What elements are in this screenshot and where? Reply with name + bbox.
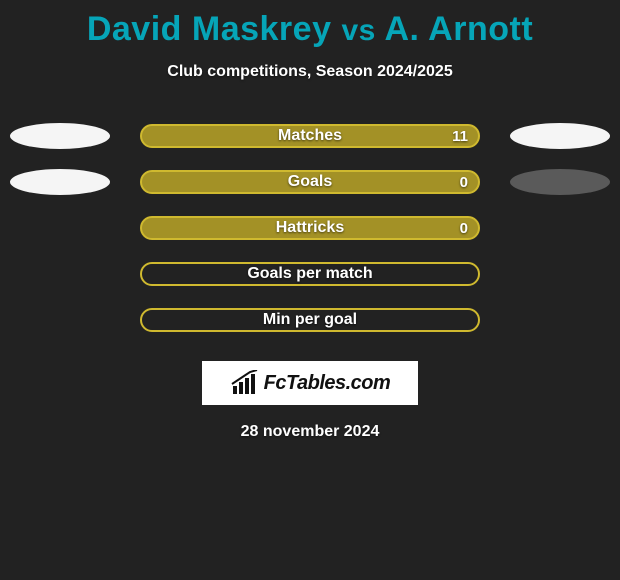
stat-bar: Hattricks 0 [140,216,480,240]
stat-value: 0 [460,174,468,191]
stat-label: Matches [278,127,342,145]
stat-bar: Goals 0 [140,170,480,194]
stat-label: Goals [288,173,332,191]
right-ellipse [510,123,610,149]
left-ellipse [10,169,110,195]
stat-bar: Goals per match [140,262,480,286]
player2-name: A. Arnott [385,10,534,48]
stat-row: Min per goal [0,305,620,351]
brand-chart-icon [230,370,260,396]
stat-label: Min per goal [263,311,357,329]
date-text: 28 november 2024 [0,423,620,441]
stat-row: Goals 0 [0,167,620,213]
right-ellipse [510,169,610,195]
brand-text: FcTables.com [264,372,391,395]
left-ellipse [10,123,110,149]
stat-bar: Min per goal [140,308,480,332]
player1-name: David Maskrey [87,10,332,48]
stat-rows: Matches 11 Goals 0 Hattricks 0 Goals per match… [0,121,620,351]
stat-label: Goals per match [247,265,372,283]
stat-value: 0 [460,220,468,237]
vs-text: vs [341,14,375,47]
brand-box: FcTables.com [202,361,418,405]
stat-row: Goals per match [0,259,620,305]
stat-bar: Matches 11 [140,124,480,148]
page-title: David Maskrey vs A. Arnott [0,0,620,49]
stat-row: Matches 11 [0,121,620,167]
stat-value: 11 [452,128,468,145]
subtitle: Club competitions, Season 2024/2025 [0,63,620,81]
stat-label: Hattricks [276,219,344,237]
stat-row: Hattricks 0 [0,213,620,259]
